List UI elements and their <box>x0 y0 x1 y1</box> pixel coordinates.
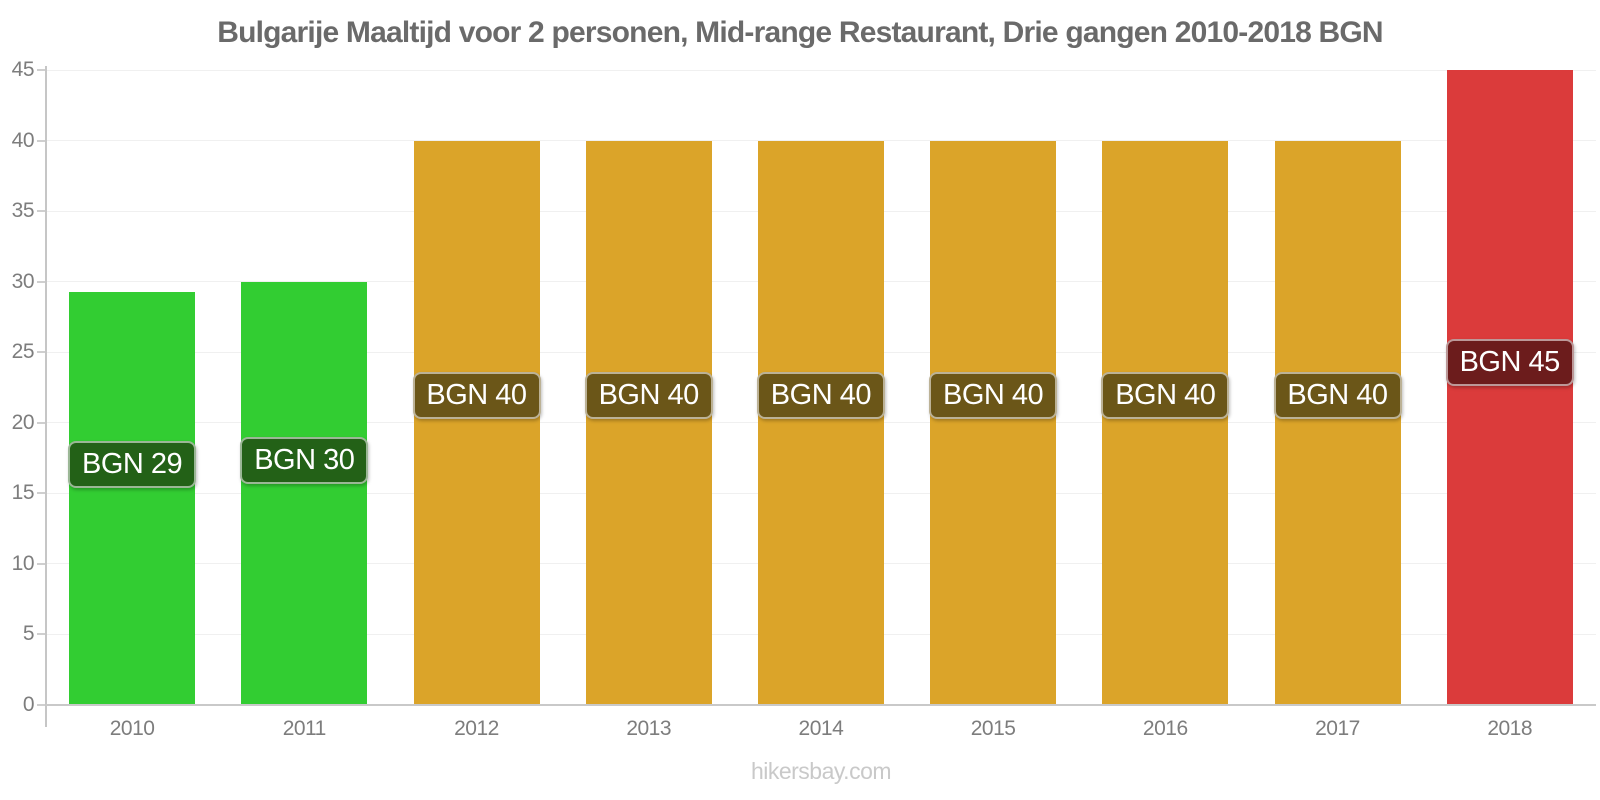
y-axis-tick <box>37 704 46 706</box>
y-tick-label: 0 <box>22 693 35 716</box>
bar-2010 <box>69 291 196 705</box>
y-tick-label: 5 <box>22 622 35 646</box>
y-tick-label: 30 <box>11 269 35 293</box>
y-tick-label: 15 <box>11 481 35 505</box>
y-tick-label: 20 <box>11 410 35 434</box>
y-axis-tick <box>37 633 46 636</box>
y-axis-tick <box>37 139 46 142</box>
y-axis-tick <box>37 280 46 283</box>
x-tick-label-2015: 2015 <box>970 717 1016 740</box>
y-tick-label: 25 <box>11 340 35 364</box>
bar-2015 <box>930 140 1057 705</box>
watermark-hikersbay: hikersbay.com <box>750 758 892 784</box>
bar-value-label-2016: BGN 40 <box>1101 371 1230 419</box>
bar-2013 <box>585 140 712 705</box>
x-tick-label-2013: 2013 <box>626 717 672 740</box>
y-axis-tick <box>37 351 46 354</box>
bar-value-label-2014: BGN 40 <box>756 371 885 419</box>
y-tick-label: 10 <box>11 551 35 575</box>
y-axis-tick <box>37 69 46 71</box>
y-tick-label: 40 <box>11 128 35 152</box>
x-tick-label-2018: 2018 <box>1487 717 1533 740</box>
y-tick-label: 45 <box>11 58 35 81</box>
x-tick-label-2011: 2011 <box>282 717 327 740</box>
bar-value-label-2013: BGN 40 <box>584 371 713 419</box>
y-axis-tick <box>37 421 46 424</box>
bar-value-label-2017: BGN 40 <box>1273 371 1402 419</box>
bar-value-label-2018: BGN 45 <box>1445 339 1574 387</box>
bar-2014 <box>757 140 884 705</box>
y-axis-tick <box>37 562 46 565</box>
bar-2016 <box>1102 140 1229 705</box>
x-tick-label-2012: 2012 <box>454 717 499 740</box>
bar-value-label-2012: BGN 40 <box>412 371 541 419</box>
y-axis-tick <box>37 492 46 495</box>
bar-value-label-2010: BGN 29 <box>68 441 197 489</box>
y-tick-label: 35 <box>11 199 35 223</box>
x-tick-label-2010: 2010 <box>109 717 155 740</box>
bar-2018 <box>1446 70 1573 705</box>
x-tick-label-2017: 2017 <box>1315 717 1360 740</box>
bar-value-label-2015: BGN 40 <box>929 371 1058 419</box>
bar-2011 <box>241 281 368 705</box>
x-tick-label-2014: 2014 <box>798 717 844 740</box>
bar-value-label-2011: BGN 30 <box>240 436 369 484</box>
bar-2012 <box>413 140 540 705</box>
y-axis-tick <box>37 210 46 213</box>
y-axis-line <box>45 66 47 727</box>
bar-2017 <box>1274 140 1401 705</box>
gridline <box>46 69 1596 71</box>
x-tick-label-2016: 2016 <box>1142 717 1188 740</box>
chart-title: Bulgarije Maaltijd voor 2 personen, Mid-… <box>217 16 1383 49</box>
x-axis-line <box>46 704 1596 706</box>
